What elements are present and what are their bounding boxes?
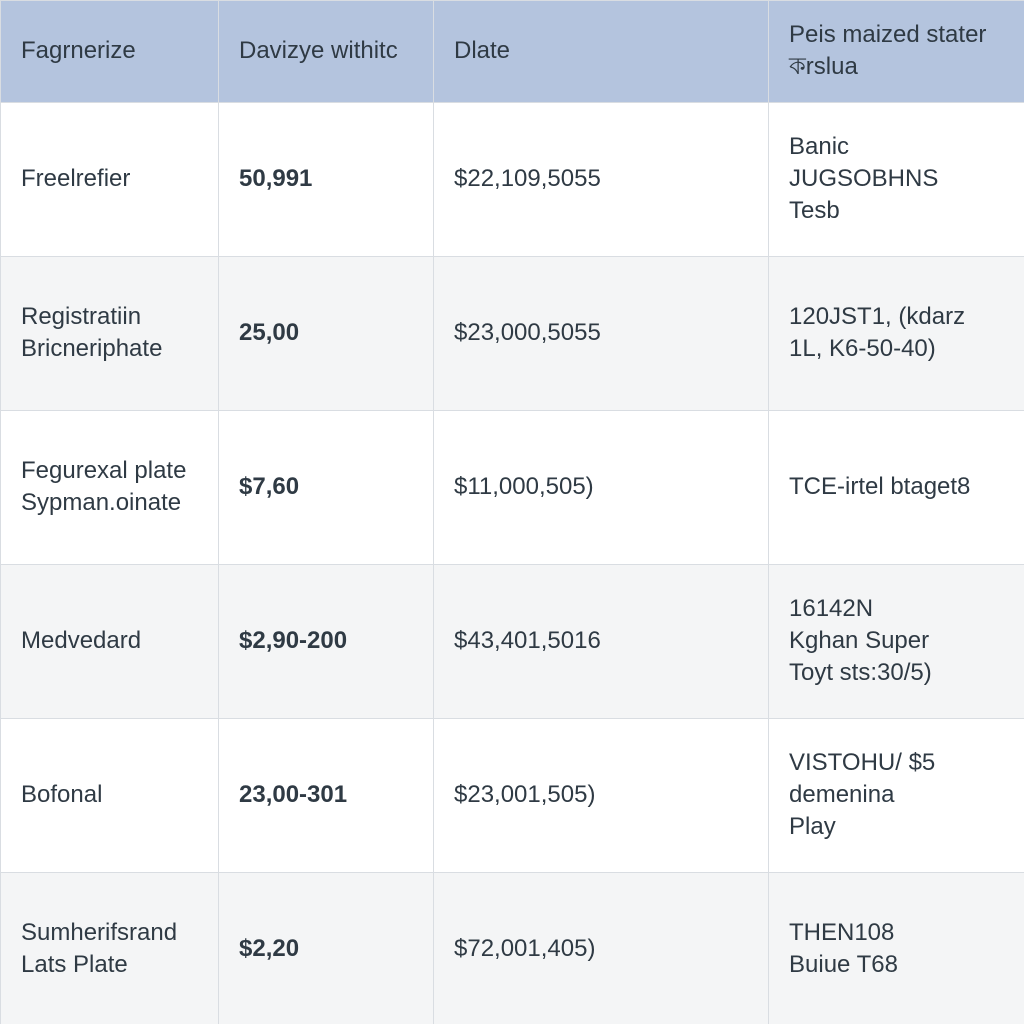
table-row: Freelrefier 50,991 $22,109,5055 Banic JU… [1,102,1024,256]
col-header-0: Fagrnerize [1,1,219,103]
cell-notes: Banic JUGSOBHNS Tesb [769,102,1024,256]
data-table: Fagrnerize Davizye withitc Dlate Peis ma… [0,0,1024,1024]
cell-value1: 50,991 [219,102,434,256]
table-row: Fegurexal plate Sypman.oinate $7,60 $11,… [1,410,1024,564]
cell-value2: $22,109,5055 [434,102,769,256]
table-row: Sumherifsrand Lats Plate $2,20 $72,001,4… [1,872,1024,1024]
cell-value2: $23,000,5055 [434,256,769,410]
col-header-2: Dlate [434,1,769,103]
cell-name: Bofonal [1,718,219,872]
cell-notes: 120JST1, (kdarz 1L, K6-50-40) [769,256,1024,410]
cell-name: Freelrefier [1,102,219,256]
cell-value2: $72,001,405) [434,872,769,1024]
cell-notes: VISTOHU/ $5 demenina Play [769,718,1024,872]
cell-notes: 16142N Kghan Super Toyt sts:30/5) [769,564,1024,718]
table-header-row: Fagrnerize Davizye withitc Dlate Peis ma… [1,1,1024,103]
col-header-3: Peis maized stater কrslua [769,1,1024,103]
cell-value2: $43,401,5016 [434,564,769,718]
cell-value1: $2,20 [219,872,434,1024]
cell-value1: 25,00 [219,256,434,410]
cell-value1: 23,00-301 [219,718,434,872]
data-table-container: Fagrnerize Davizye withitc Dlate Peis ma… [0,0,1024,1024]
cell-notes: THEN108 Buiue T68 [769,872,1024,1024]
cell-value1: $7,60 [219,410,434,564]
cell-name: Fegurexal plate Sypman.oinate [1,410,219,564]
col-header-1: Davizye withitc [219,1,434,103]
cell-notes: TCE-irtel btaget8 [769,410,1024,564]
cell-name: Sumherifsrand Lats Plate [1,872,219,1024]
cell-value2: $23,001,505) [434,718,769,872]
table-row: Bofonal 23,00-301 $23,001,505) VISTOHU/ … [1,718,1024,872]
cell-name: Medvedard [1,564,219,718]
table-row: Registratiin Bricneriphate 25,00 $23,000… [1,256,1024,410]
cell-value2: $11,000,505) [434,410,769,564]
table-row: Medvedard $2,90-200 $43,401,5016 16142N … [1,564,1024,718]
cell-name: Registratiin Bricneriphate [1,256,219,410]
cell-value1: $2,90-200 [219,564,434,718]
